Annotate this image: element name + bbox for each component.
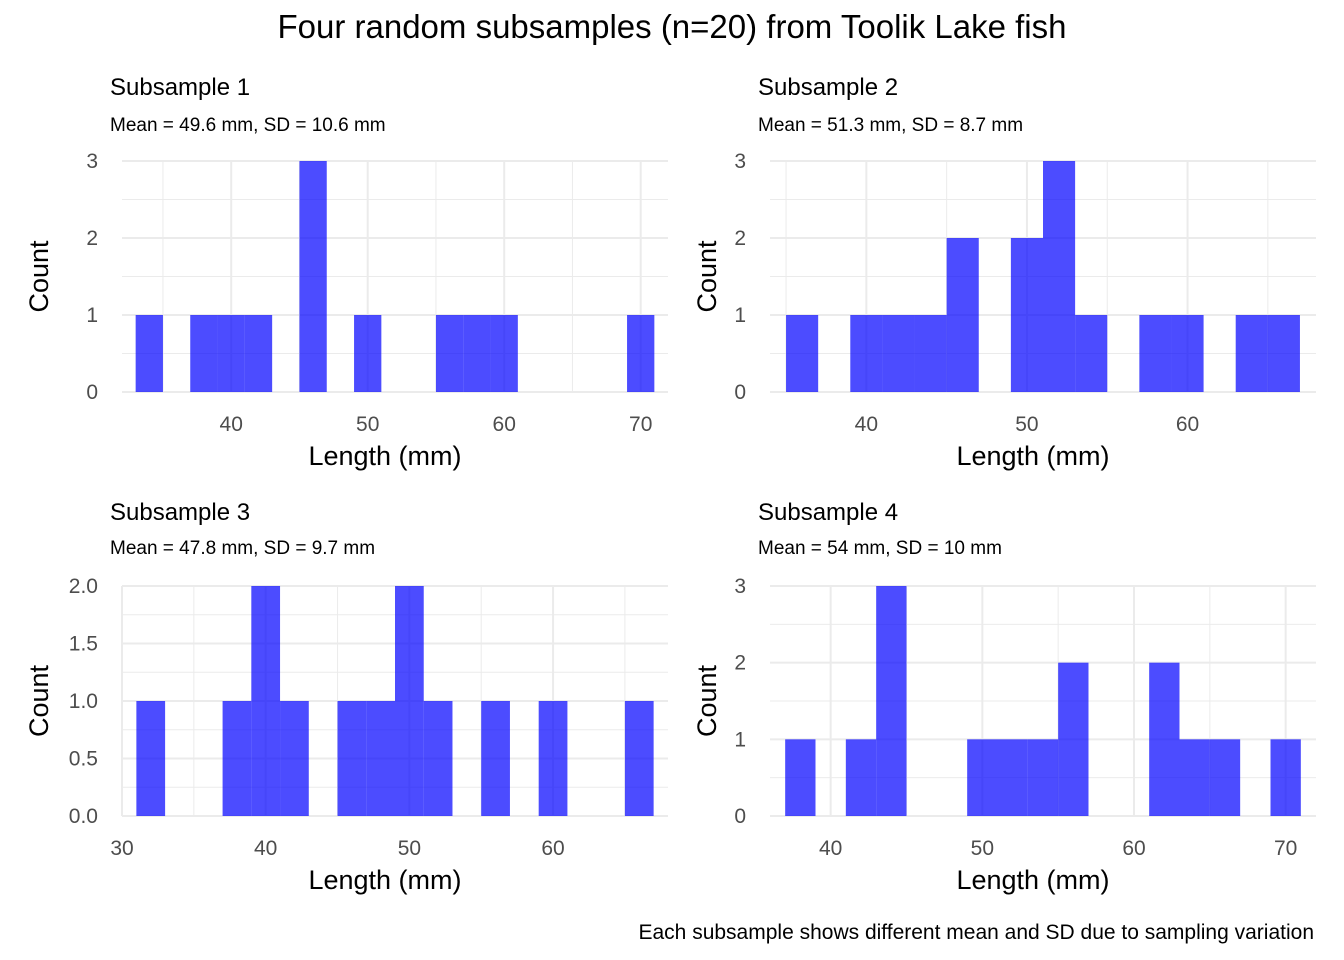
histogram-panel-1: 40 50 60 70 0 1 2 3 Subsample 1 Mean = 49.6 mm, S… — [24, 74, 668, 471]
y-axis-label: Count — [692, 240, 722, 313]
x-axis-label: Length (mm) — [308, 441, 461, 471]
histogram-bar — [1139, 315, 1172, 392]
y-tick-label: 0 — [734, 381, 746, 404]
histogram-panel-4: 40 50 60 70 0 1 2 3 Subsample 4 Mean = 54 mm, SD … — [692, 499, 1316, 895]
histogram-bar — [481, 701, 510, 816]
panel-subtitle: Mean = 54 mm, SD = 10 mm — [758, 538, 1002, 559]
x-tick-label: 50 — [398, 837, 421, 860]
histogram-bar — [337, 701, 367, 816]
histogram-bar — [1027, 739, 1059, 816]
histogram-bar — [1010, 238, 1043, 392]
y-tick-label: 2 — [734, 652, 746, 675]
histogram-bar — [463, 315, 491, 392]
panel-title: Subsample 3 — [110, 499, 250, 526]
histogram-bar — [490, 315, 518, 392]
histogram-bar — [914, 315, 947, 392]
y-tick-label: 1.0 — [69, 690, 98, 713]
x-tick-label: 60 — [1176, 413, 1199, 436]
histogram-bar — [624, 701, 654, 816]
histogram-bar — [222, 701, 252, 816]
y-tick-label: 3 — [734, 150, 746, 173]
histogram-bar — [882, 315, 915, 392]
y-tick-label: 2 — [86, 227, 98, 250]
y-tick-label: 1.5 — [69, 633, 98, 656]
y-tick-label: 0 — [86, 381, 98, 404]
panel-title: Subsample 1 — [110, 74, 250, 101]
histogram-bar — [845, 739, 877, 816]
y-tick-label: 0.0 — [69, 805, 98, 828]
x-tick-label: 40 — [855, 413, 878, 436]
x-tick-label: 70 — [1274, 837, 1297, 860]
y-tick-label: 2 — [734, 227, 746, 250]
figure-title: Four random subsamples (n=20) from Tooli… — [277, 8, 1067, 45]
x-tick-label: 60 — [541, 837, 564, 860]
x-tick-label: 30 — [110, 837, 133, 860]
histogram-bar — [627, 315, 655, 392]
y-tick-label: 3 — [86, 150, 98, 173]
panel-subtitle: Mean = 49.6 mm, SD = 10.6 mm — [110, 115, 386, 136]
y-tick-label: 3 — [734, 575, 746, 598]
histogram-panel-2: 40 50 60 0 1 2 3 Subsample 2 Mean = 51.3 mm, SD … — [692, 74, 1316, 471]
y-tick-label: 0.5 — [69, 748, 98, 771]
x-tick-label: 40 — [254, 837, 277, 860]
histogram-bar — [785, 739, 816, 816]
histogram-bar — [251, 586, 281, 816]
y-tick-label: 2.0 — [69, 575, 98, 598]
histogram-bar — [786, 315, 819, 392]
x-tick-label: 50 — [1015, 413, 1038, 436]
histogram-bar — [280, 701, 309, 816]
y-tick-label: 1 — [734, 304, 746, 327]
histogram-bar — [1179, 739, 1210, 816]
x-axis-label: Length (mm) — [956, 441, 1109, 471]
histogram-bar — [997, 739, 1028, 816]
x-axis-label: Length (mm) — [956, 865, 1109, 895]
histogram-bar — [1270, 739, 1301, 816]
histogram-bar — [354, 315, 382, 392]
x-tick-label: 60 — [493, 413, 516, 436]
y-axis-label: Count — [24, 664, 54, 737]
x-tick-label: 60 — [1122, 837, 1145, 860]
histogram-bar — [850, 315, 883, 392]
y-tick-label: 1 — [86, 304, 98, 327]
panel-subtitle: Mean = 47.8 mm, SD = 9.7 mm — [110, 538, 375, 559]
histogram-bar — [1171, 315, 1204, 392]
panel-title: Subsample 2 — [758, 74, 898, 101]
histogram-bar — [876, 586, 907, 816]
panel-subtitle: Mean = 51.3 mm, SD = 8.7 mm — [758, 115, 1023, 136]
x-tick-label: 50 — [356, 413, 379, 436]
x-tick-label: 40 — [220, 413, 243, 436]
histogram-bar — [1267, 315, 1300, 392]
histogram-bar — [538, 701, 568, 816]
histogram-bar — [1058, 662, 1089, 816]
histogram-bar — [1209, 739, 1241, 816]
histogram-bar — [190, 315, 218, 392]
histogram-bar — [366, 701, 395, 816]
figure-caption: Each subsample shows different mean and … — [638, 921, 1315, 944]
histogram-panel-3: 30 40 50 60 0.0 0.5 1.0 1.5 2.0 Subsample 3 Mean =… — [24, 499, 668, 895]
histogram-bar — [1075, 315, 1108, 392]
x-tick-label: 50 — [971, 837, 994, 860]
histogram-bar — [423, 701, 453, 816]
histogram-bar — [967, 739, 998, 816]
y-tick-label: 1 — [734, 728, 746, 751]
y-axis-label: Count — [692, 664, 722, 737]
x-axis-label: Length (mm) — [308, 865, 461, 895]
histogram-bar — [1149, 662, 1180, 816]
x-tick-label: 40 — [819, 837, 842, 860]
x-tick-label: 70 — [629, 413, 652, 436]
histogram-bar — [1043, 161, 1076, 392]
histogram-bar — [946, 238, 979, 392]
histogram-bar — [244, 315, 273, 392]
histogram-bar — [299, 161, 327, 392]
panel-title: Subsample 4 — [758, 499, 898, 526]
y-axis-label: Count — [24, 240, 54, 313]
y-tick-label: 0 — [734, 805, 746, 828]
histogram-bar — [217, 315, 245, 392]
histogram-bar — [135, 315, 163, 392]
histogram-bar — [395, 586, 424, 816]
histogram-bar — [1235, 315, 1268, 392]
histogram-bar — [435, 315, 464, 392]
histogram-bar — [136, 701, 166, 816]
